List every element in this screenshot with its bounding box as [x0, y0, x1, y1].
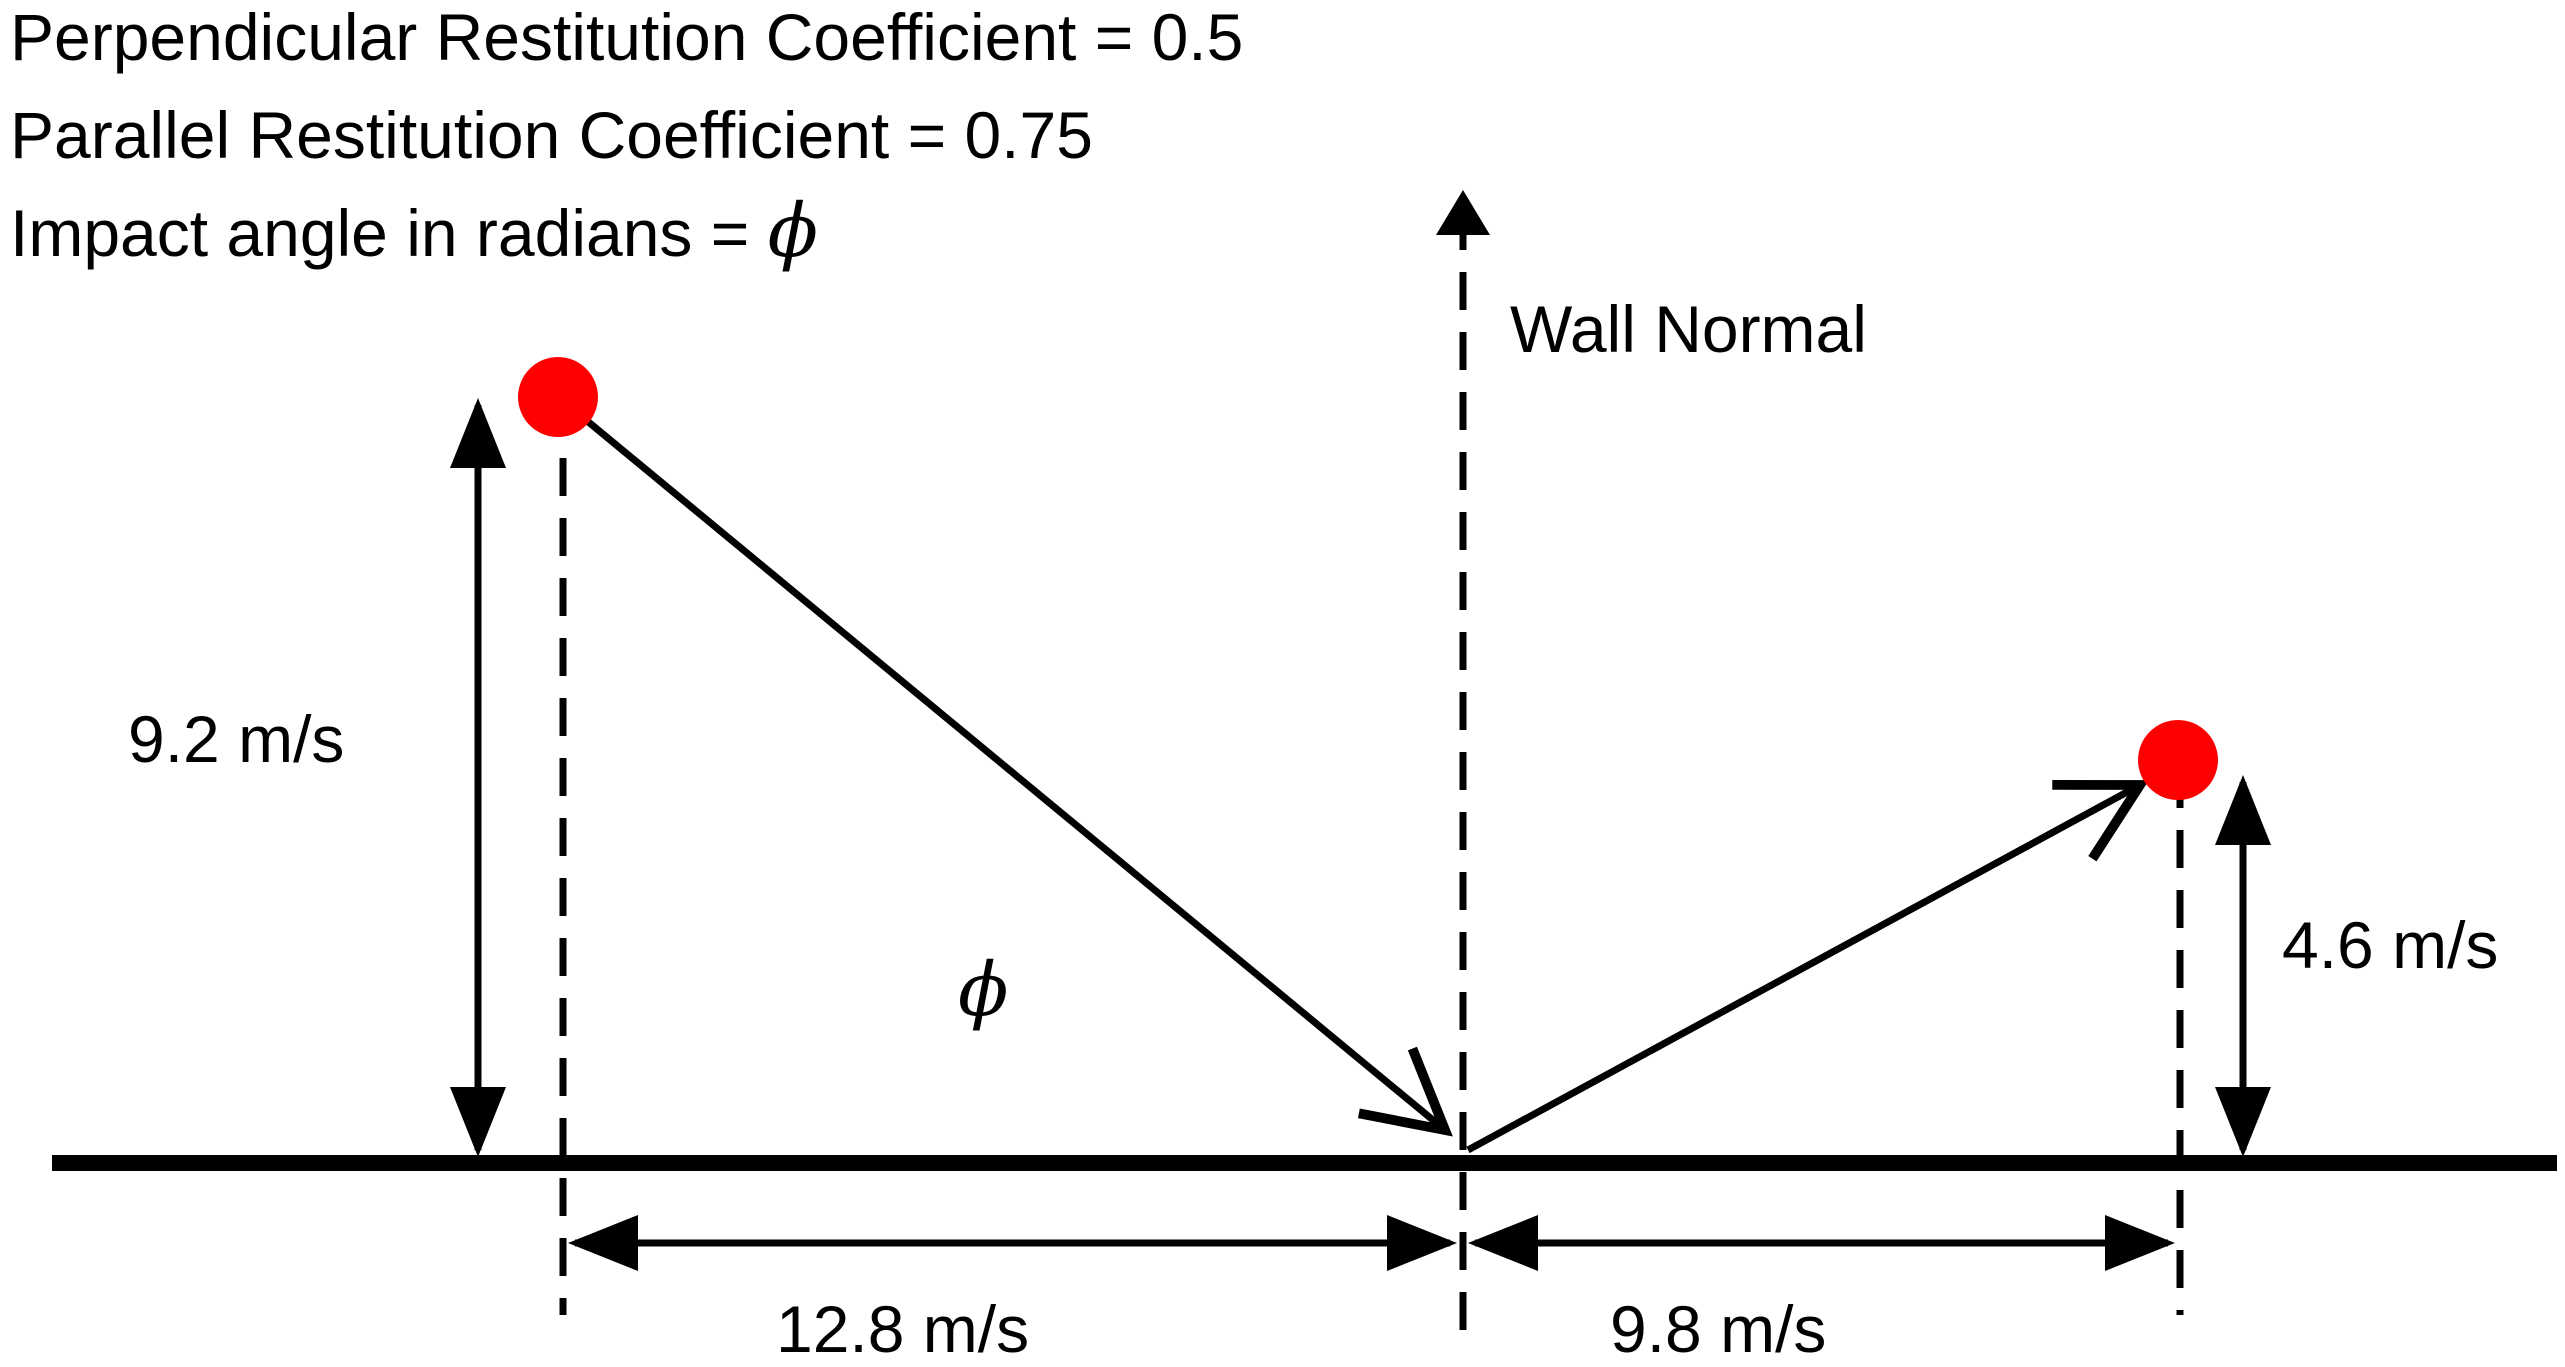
- outgoing-perpendicular-label: 4.6 m/s: [2282, 908, 2498, 982]
- perpendicular-coefficient-label: Perpendicular Restitution Coefficient = …: [10, 0, 1243, 74]
- outgoing-ball: [2138, 720, 2218, 800]
- incoming-velocity-arrow: [577, 412, 1453, 1137]
- wall-normal-arrowhead: [1436, 190, 1490, 235]
- impact-angle-symbol: ϕ: [958, 947, 1008, 1033]
- outgoing-velocity-arrow: [1466, 779, 2149, 1154]
- incoming-ball: [518, 357, 598, 437]
- incoming-perpendicular-label: 9.2 m/s: [128, 702, 344, 776]
- impact-angle-label: Impact angle in radians = ϕ: [10, 188, 818, 274]
- wall-normal-label: Wall Normal: [1510, 292, 1867, 366]
- parallel-coefficient-label: Parallel Restitution Coefficient = 0.75: [10, 98, 1093, 172]
- incoming-parallel-label: 12.8 m/s: [776, 1292, 1029, 1366]
- outgoing-parallel-label: 9.8 m/s: [1610, 1292, 1826, 1366]
